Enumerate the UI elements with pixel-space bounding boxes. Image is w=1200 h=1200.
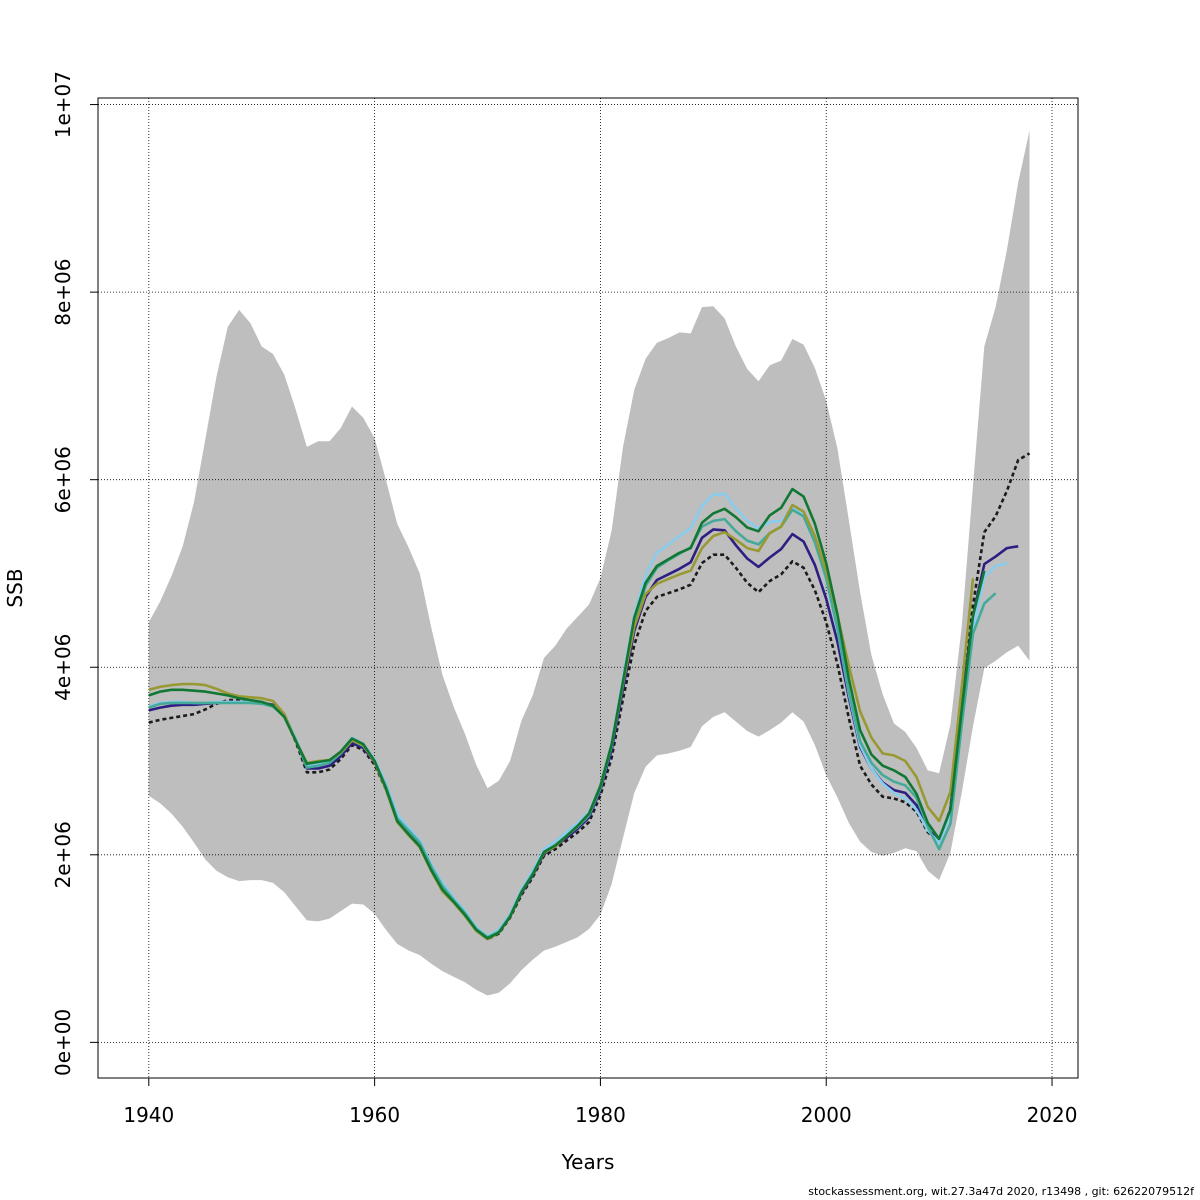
y-tick-label: 2e+06 [51,821,75,888]
y-tick-label: 8e+06 [51,258,75,325]
y-axis: 0e+00 2e+06 4e+06 6e+06 8e+06 1e+07 [51,71,98,1076]
series-layer [148,452,1031,941]
series-line-6 [148,487,986,940]
x-tick-label: 2000 [801,1103,852,1127]
y-tick-label: 0e+00 [51,1009,75,1076]
x-tick-label: 1960 [349,1103,400,1127]
y-axis-label: SSB [3,568,27,607]
y-tick-label: 1e+07 [51,71,75,138]
confidence-band [148,130,1030,996]
x-tick-label: 2020 [1027,1103,1078,1127]
confidence-band-layer [148,130,1030,996]
x-tick-label: 1940 [123,1103,174,1127]
x-tick-label: 1980 [575,1103,626,1127]
y-tick-label: 4e+06 [51,634,75,701]
x-axis: 1940 1960 1980 2000 2020 [123,1078,1077,1127]
x-axis-label: Years [561,1150,615,1174]
footer-credit: stockassessment.org, wit.27.3a47d 2020, … [808,1185,1194,1198]
grid-layer [98,98,1078,1078]
plot-frame [97,97,1079,1079]
y-tick-label: 6e+06 [51,446,75,513]
